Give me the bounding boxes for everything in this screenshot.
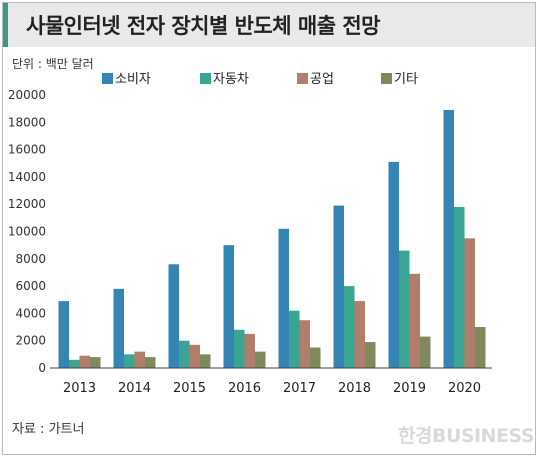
y-tick-label: 16000 bbox=[8, 143, 46, 157]
legend-label: 기타 bbox=[394, 72, 418, 87]
bar-2014-1 bbox=[113, 288, 124, 368]
y-tick-label: 2000 bbox=[15, 334, 46, 348]
x-tick-label: 2016 bbox=[228, 381, 261, 396]
bar-2017-2 bbox=[289, 310, 300, 368]
legend-label: 소비자 bbox=[115, 72, 151, 87]
bar-2019-1 bbox=[388, 161, 399, 368]
bar-2013-1 bbox=[58, 301, 69, 368]
bar-2018-1 bbox=[333, 205, 344, 368]
bar-2019-2 bbox=[399, 250, 410, 368]
x-tick-label: 2018 bbox=[338, 381, 371, 396]
bar-2020-4 bbox=[475, 327, 486, 368]
bar-2013-3 bbox=[79, 355, 90, 368]
bar-2015-4 bbox=[200, 354, 211, 368]
legend-label: 자동차 bbox=[213, 72, 249, 87]
y-tick-label: 0 bbox=[38, 361, 46, 375]
title-accent-bar bbox=[3, 3, 8, 47]
bar-2016-4 bbox=[255, 351, 266, 368]
legend-swatch bbox=[102, 73, 113, 84]
bar-2020-1 bbox=[443, 110, 454, 368]
legend: 소비자 자동차 공업 기타 bbox=[102, 72, 418, 87]
legend-swatch bbox=[200, 73, 211, 84]
y-tick-label: 20000 bbox=[8, 88, 46, 102]
bar-2018-2 bbox=[344, 286, 355, 368]
bar-2015-3 bbox=[189, 344, 200, 368]
x-tick-label: 2019 bbox=[393, 381, 426, 396]
bar-2017-1 bbox=[278, 228, 289, 368]
y-tick-label: 8000 bbox=[15, 252, 46, 266]
y-tick-label: 6000 bbox=[15, 279, 46, 293]
bar-2015-1 bbox=[168, 264, 179, 368]
bar-2016-1 bbox=[223, 245, 234, 368]
bars bbox=[58, 110, 486, 368]
y-tick-label: 18000 bbox=[8, 115, 46, 129]
unit-label: 단위 : 백만 달러 bbox=[12, 57, 94, 71]
bar-2017-3 bbox=[299, 320, 310, 368]
legend-label: 공업 bbox=[310, 72, 334, 87]
bar-2013-2 bbox=[69, 359, 80, 368]
y-tick-label: 12000 bbox=[8, 197, 46, 211]
bar-2016-3 bbox=[244, 333, 255, 368]
y-axis: 0 2000 4000 6000 8000 10000 12000 14000 16000 180… bbox=[8, 88, 46, 375]
bar-2015-2 bbox=[179, 340, 190, 368]
watermark-logo: 한경BUSINESS bbox=[398, 425, 535, 447]
x-tick-label: 2020 bbox=[448, 381, 481, 396]
bar-2018-4 bbox=[365, 342, 376, 368]
x-tick-label: 2013 bbox=[63, 381, 96, 396]
bar-2016-2 bbox=[234, 329, 245, 368]
x-tick-label: 2017 bbox=[283, 381, 316, 396]
x-tick-label: 2015 bbox=[173, 381, 206, 396]
y-tick-label: 14000 bbox=[8, 170, 46, 184]
bar-2020-3 bbox=[464, 238, 475, 368]
chart-title: 사물인터넷 전자 장치별 반도체 매출 전망 bbox=[26, 14, 381, 38]
legend-swatch bbox=[381, 73, 392, 84]
bar-2014-2 bbox=[124, 354, 135, 368]
legend-swatch bbox=[297, 73, 308, 84]
bar-2019-3 bbox=[409, 273, 420, 368]
y-tick-label: 4000 bbox=[15, 306, 46, 320]
bar-2019-4 bbox=[420, 336, 431, 368]
y-tick-label: 10000 bbox=[8, 225, 46, 239]
bar-2018-3 bbox=[354, 301, 365, 368]
x-axis: 2013 2014 2015 2016 2017 2018 2019 2020 bbox=[50, 367, 492, 396]
bar-2017-4 bbox=[310, 347, 321, 368]
bar-2020-2 bbox=[454, 206, 465, 368]
bar-2014-3 bbox=[134, 351, 145, 368]
bar-2013-4 bbox=[90, 357, 101, 368]
title-bar bbox=[3, 3, 535, 47]
x-tick-label: 2014 bbox=[118, 381, 151, 396]
source-label: 자료 : 가트너 bbox=[12, 422, 85, 437]
bar-2014-4 bbox=[145, 357, 156, 368]
